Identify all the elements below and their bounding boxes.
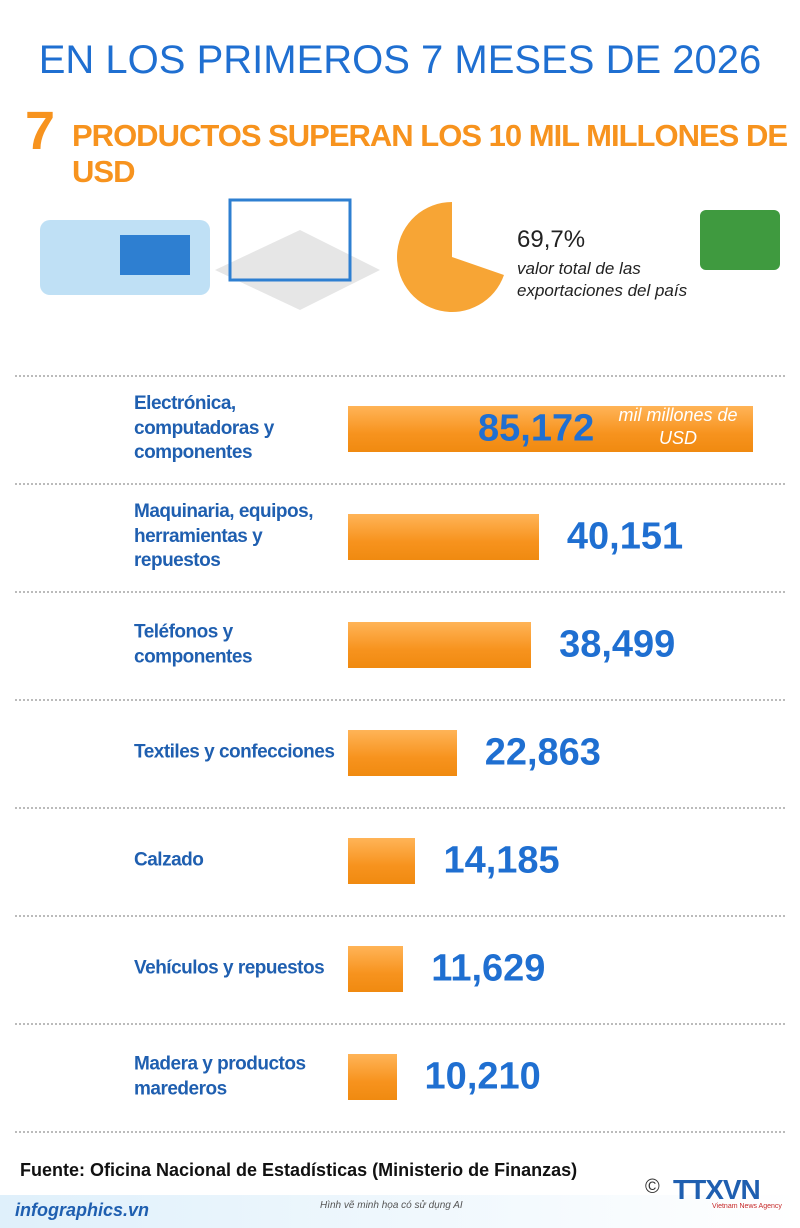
pie-caption: valor total de las exportaciones del paí… [517, 259, 688, 301]
warehouse-icon [215, 230, 380, 310]
value-label: 11,629 [431, 947, 546, 990]
note: Hình vẽ minh họa có sử dụng AI [320, 1200, 463, 1211]
pie-value: 69,7% [517, 226, 586, 253]
copyright: © [645, 1176, 660, 1198]
pie-chart [397, 202, 504, 312]
footer-band [0, 1195, 800, 1228]
title-number: 7 [25, 101, 56, 161]
category-label: Vehículos y repuestos [134, 957, 325, 979]
separator [15, 375, 785, 377]
separator [15, 1131, 785, 1133]
value-label: 40,151 [566, 515, 684, 558]
truck-icon [120, 235, 190, 275]
category-label: Madera y productos marederos [134, 1053, 306, 1099]
category-label: Maquinaria, equipos, herramientas y repu… [134, 500, 313, 572]
pie-slice [397, 202, 504, 312]
subtitle: PRODUCTOS SUPERAN LOS 10 MIL MILLONES DE… [72, 118, 788, 189]
category-label: Electrónica, computadoras y componentes [134, 392, 274, 464]
bar [348, 1054, 397, 1100]
value-label: 85,172 [478, 407, 595, 450]
category-label: Textiles y confecciones [134, 741, 335, 763]
bar [348, 838, 416, 884]
site: infographics.vn [15, 1200, 150, 1220]
logo: TTXVN [673, 1174, 761, 1205]
money-icon [700, 210, 780, 270]
unit-label: mil millones de USD [618, 405, 738, 448]
illustrations [40, 198, 780, 310]
category-label: Calzado [134, 849, 204, 871]
separator [15, 483, 785, 485]
separator [15, 807, 785, 809]
separator [15, 591, 785, 593]
separator [15, 699, 785, 701]
bar [348, 730, 457, 776]
value-label: 10,210 [424, 1055, 541, 1098]
separator [15, 915, 785, 917]
category-label: Teléfonos y componentes [134, 621, 253, 667]
value-label: 22,863 [484, 731, 601, 774]
value-label: 14,185 [443, 839, 560, 882]
bar [348, 622, 532, 668]
agency: Vietnam News Agency [712, 1203, 782, 1210]
bar [348, 946, 404, 992]
bar [348, 514, 539, 560]
warehouse-icon [228, 198, 352, 282]
title: EN LOS PRIMEROS 7 MESES DE 2026 [38, 38, 762, 82]
source: Fuente: Oficina Nacional de Estadísticas… [20, 1160, 578, 1180]
value-label: 38,499 [559, 623, 676, 666]
separator [15, 1023, 785, 1025]
bar [348, 406, 753, 452]
